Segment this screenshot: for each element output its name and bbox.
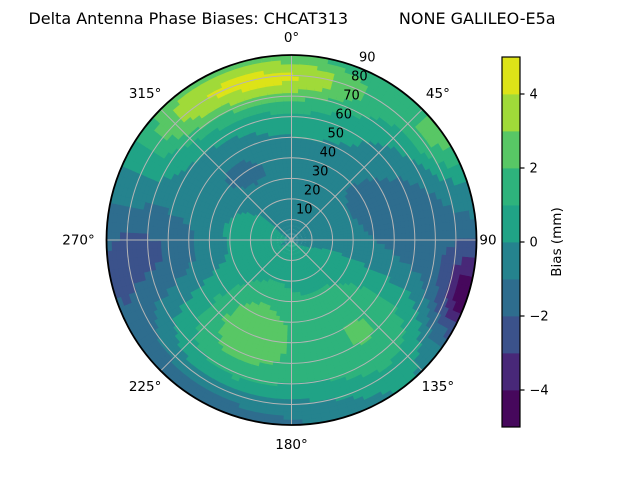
colorbar-band [502,57,520,95]
radial-tick-label: 80 [351,70,368,85]
grid-spoke [160,108,423,372]
colorbar-band [502,131,520,169]
radial-tick-label: 70 [343,89,360,104]
colorbar-band [502,316,520,354]
polar-grid [105,54,478,426]
colorbar-tick-label: 2 [530,162,538,177]
colorbar-band [502,279,520,317]
colorbar-tick-label: 4 [530,88,538,103]
radial-tick-label: 10 [296,203,313,218]
colorbar-band [502,168,520,206]
angular-tick-label: 270° [62,233,95,249]
colorbar-band [502,94,520,132]
colorbar-axis-label: Bias (mm) [549,207,565,276]
radial-tick-label: 60 [335,108,352,123]
radial-tick-label: 90 [359,51,376,66]
angular-tick-label: 135° [422,379,455,395]
colorbar-band [502,353,520,391]
angular-tick-label: 315° [129,86,162,102]
angular-tick-label: 225° [129,379,162,395]
colorbar-band [502,390,520,428]
chart-title: Delta Antenna Phase Biases: CHCAT313 NON… [28,9,556,28]
colorbar-tick-label: 0 [530,236,538,251]
colorbar-band [502,242,520,280]
angular-tick-label: 0° [284,30,299,46]
angular-tick-label: 45° [426,86,450,102]
radial-tick-label: 50 [328,127,345,142]
polar-outline [105,54,478,426]
angular-tick-label: 180° [275,437,308,453]
colorbar-tick-label: −4 [530,384,549,399]
colorbar-band [502,205,520,243]
radial-tick-label: 30 [312,165,329,180]
contour-field [106,55,477,425]
radial-tick-label: 40 [320,146,337,161]
radial-tick-label: 20 [304,184,321,199]
colorbar-tick-label: −2 [530,310,549,325]
angular-tick-label: 90 [479,233,496,249]
colorbar: 4 2 0 −2 −4 Bias (mm) [501,56,565,428]
